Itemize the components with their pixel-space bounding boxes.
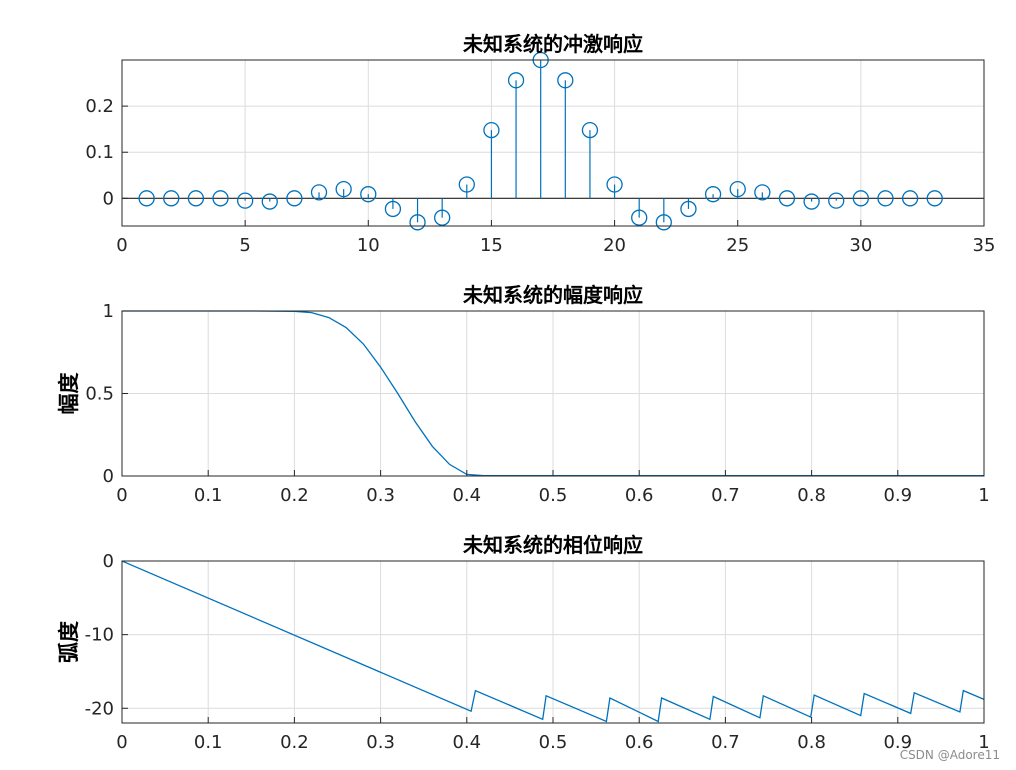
stem-marker — [828, 192, 845, 209]
stem-marker — [409, 214, 426, 231]
subplot-1: 0 5 10 15 20 25 30 35 0 0.1 0.2 未知系统的冲激响应 — [85, 32, 995, 256]
x-tick-label: 1 — [978, 485, 989, 506]
stem-marker — [434, 209, 451, 226]
stem-marker — [606, 176, 623, 193]
x-tick-label: 35 — [973, 235, 996, 256]
stem-marker — [187, 190, 205, 207]
x-tick-label: 0.2 — [280, 732, 309, 753]
y-tick-label: -20 — [85, 698, 114, 719]
stem-marker — [852, 190, 870, 207]
x-tick-label: 0.9 — [883, 732, 912, 753]
x-tick-label: 0.8 — [797, 732, 826, 753]
stem-marker — [236, 192, 254, 209]
subplot-title: 未知系统的相位响应 — [463, 533, 643, 557]
x-tick-label: 0.7 — [711, 485, 740, 506]
stem-marker — [163, 190, 180, 207]
y-tick-label: 0 — [103, 466, 114, 487]
x-tick-label: 0 — [116, 485, 127, 506]
subplot-title: 未知系统的幅度响应 — [463, 283, 643, 307]
series-line — [121, 560, 985, 723]
x-tick-label: 0.3 — [366, 732, 395, 753]
x-tick-label: 1 — [978, 732, 989, 753]
subplot-3: 0 0.1 0.2 0.3 0.4 0.5 0.6 0.7 0.8 0.9 1 -20 -10 0 未知系统… — [57, 533, 990, 753]
x-tick-label: 30 — [849, 235, 872, 256]
stem-marker — [655, 214, 672, 231]
x-tick-label: 0.7 — [711, 732, 740, 753]
x-tick-label: 15 — [480, 235, 503, 256]
stem-marker — [261, 193, 278, 210]
x-tick-label: 0.6 — [625, 732, 654, 753]
stem-marker — [729, 180, 746, 198]
stem-marker — [803, 193, 820, 210]
x-tick-label: 0.1 — [194, 485, 223, 506]
stem-marker — [778, 190, 796, 207]
x-tick-label: 0.2 — [280, 485, 309, 506]
axes-box — [121, 59, 985, 227]
y-tick-label: 0 — [103, 188, 114, 209]
x-tick-label: 25 — [726, 235, 749, 256]
x-tick-label: 0.8 — [797, 485, 826, 506]
x-tick-label: 0.6 — [625, 485, 654, 506]
x-tick-label: 0.3 — [366, 485, 395, 506]
y-axis-label: 弧度 — [57, 621, 81, 663]
stem-marker — [335, 180, 352, 198]
x-tick-label: 0 — [116, 732, 127, 753]
y-tick-label: 0.1 — [85, 142, 114, 163]
stem-marker — [680, 200, 697, 218]
y-axis-label: 幅度 — [57, 373, 81, 415]
x-tick-label: 0.4 — [452, 485, 481, 506]
x-tick-label: 10 — [357, 235, 380, 256]
stem-marker — [631, 209, 648, 226]
stem-marker — [507, 72, 525, 89]
subplot-2: 0 0.1 0.2 0.3 0.4 0.5 0.6 0.7 0.8 0.9 1 0 0.5 1 未知系统的幅… — [57, 283, 990, 506]
x-tick-label: 0 — [116, 235, 127, 256]
stem-marker — [212, 190, 229, 207]
stem-marker — [310, 184, 328, 201]
stem-marker — [138, 190, 155, 207]
stem-marker — [581, 121, 599, 139]
x-tick-label: 0.1 — [194, 732, 223, 753]
stem-marker — [458, 176, 475, 193]
stem-marker — [360, 186, 377, 203]
x-tick-label: 0.5 — [539, 485, 568, 506]
y-tick-label: -10 — [85, 625, 114, 646]
stem-marker — [901, 190, 919, 207]
watermark: CSDN @Adore11 — [899, 748, 1000, 762]
x-tick-label: 0.4 — [452, 732, 481, 753]
stem-marker — [704, 186, 722, 203]
stem-marker — [483, 121, 500, 139]
y-tick-label: 0.2 — [85, 96, 114, 117]
y-tick-label: 0 — [103, 551, 114, 572]
stem-marker — [557, 72, 574, 89]
y-tick-label: 1 — [103, 301, 114, 322]
x-tick-label: 0.5 — [539, 732, 568, 753]
subplot-title: 未知系统的冲激响应 — [463, 32, 643, 56]
stem-marker — [877, 190, 894, 207]
x-tick-label: 5 — [239, 235, 250, 256]
x-tick-label: 20 — [603, 235, 626, 256]
stem-marker — [384, 200, 402, 218]
stem-marker — [286, 190, 303, 207]
stem-marker — [754, 184, 771, 201]
stem-marker — [926, 190, 943, 207]
y-tick-label: 0.5 — [85, 384, 114, 405]
x-tick-label: 0.9 — [883, 485, 912, 506]
